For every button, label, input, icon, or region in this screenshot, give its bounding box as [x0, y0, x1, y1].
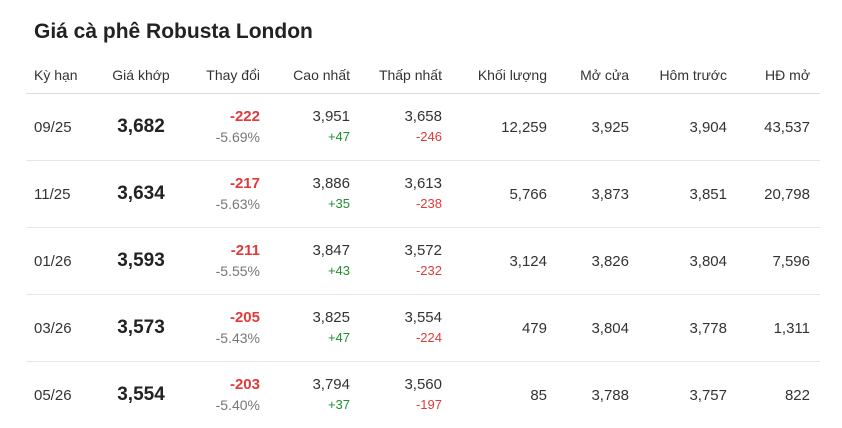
change-cell: -211-5.55%: [178, 228, 270, 295]
prev-cell: 3,757: [639, 362, 737, 428]
volume-cell: 85: [452, 362, 557, 428]
header-mo-cua: Mở cửa: [557, 57, 639, 94]
high-cell: 3,951+47: [270, 94, 360, 161]
volume-cell: 3,124: [452, 228, 557, 295]
open-cell: 3,788: [557, 362, 639, 428]
high-cell: 3,794+37: [270, 362, 360, 428]
volume-cell: 5,766: [452, 161, 557, 228]
header-hd-mo: HĐ mở: [737, 57, 820, 94]
open-cell: 3,826: [557, 228, 639, 295]
table-row: 09/25 3,682 -222-5.69% 3,951+47 3,658-24…: [26, 94, 820, 161]
low-change: -197: [360, 395, 442, 415]
header-gia-khop: Giá khớp: [104, 57, 178, 94]
high-value: 3,825: [270, 308, 350, 328]
open-cell: 3,873: [557, 161, 639, 228]
table-header-row: Kỳ hạn Giá khớp Thay đổi Cao nhất Thấp n…: [26, 57, 820, 94]
open-cell: 3,925: [557, 94, 639, 161]
low-cell: 3,554-224: [360, 295, 452, 362]
open-interest-cell: 43,537: [737, 94, 820, 161]
high-cell: 3,825+47: [270, 295, 360, 362]
open-interest-cell: 822: [737, 362, 820, 428]
high-change: +35: [270, 194, 350, 214]
header-hom-truoc: Hôm trước: [639, 57, 737, 94]
low-change: -224: [360, 328, 442, 348]
change-percent: -5.43%: [178, 328, 260, 348]
high-value: 3,886: [270, 174, 350, 194]
price-cell: 3,682: [104, 94, 178, 161]
low-cell: 3,658-246: [360, 94, 452, 161]
high-change: +47: [270, 328, 350, 348]
price-table: Kỳ hạn Giá khớp Thay đổi Cao nhất Thấp n…: [26, 57, 820, 428]
high-cell: 3,847+43: [270, 228, 360, 295]
table-row: 01/26 3,593 -211-5.55% 3,847+43 3,572-23…: [26, 228, 820, 295]
low-value: 3,560: [360, 375, 442, 395]
high-change: +37: [270, 395, 350, 415]
change-cell: -222-5.69%: [178, 94, 270, 161]
volume-cell: 12,259: [452, 94, 557, 161]
price-cell: 3,634: [104, 161, 178, 228]
change-value: -211: [178, 241, 260, 261]
header-ky-han: Kỳ hạn: [26, 57, 104, 94]
term-cell: 01/26: [26, 228, 104, 295]
header-thay-doi: Thay đổi: [178, 57, 270, 94]
low-change: -232: [360, 261, 442, 281]
prev-cell: 3,904: [639, 94, 737, 161]
page-title: Giá cà phê Robusta London: [34, 20, 313, 44]
low-cell: 3,613-238: [360, 161, 452, 228]
change-value: -222: [178, 107, 260, 127]
header-thap-nhat: Thấp nhất: [360, 57, 452, 94]
high-cell: 3,886+35: [270, 161, 360, 228]
term-cell: 11/25: [26, 161, 104, 228]
high-value: 3,794: [270, 375, 350, 395]
high-value: 3,847: [270, 241, 350, 261]
price-cell: 3,573: [104, 295, 178, 362]
high-change: +47: [270, 127, 350, 147]
change-value: -203: [178, 375, 260, 395]
change-value: -217: [178, 174, 260, 194]
volume-cell: 479: [452, 295, 557, 362]
low-change: -238: [360, 194, 442, 214]
low-cell: 3,572-232: [360, 228, 452, 295]
prev-cell: 3,851: [639, 161, 737, 228]
open-interest-cell: 20,798: [737, 161, 820, 228]
table-row: 11/25 3,634 -217-5.63% 3,886+35 3,613-23…: [26, 161, 820, 228]
price-cell: 3,593: [104, 228, 178, 295]
high-change: +43: [270, 261, 350, 281]
term-cell: 05/26: [26, 362, 104, 428]
prev-cell: 3,804: [639, 228, 737, 295]
change-percent: -5.63%: [178, 194, 260, 214]
change-cell: -205-5.43%: [178, 295, 270, 362]
term-cell: 09/25: [26, 94, 104, 161]
open-interest-cell: 7,596: [737, 228, 820, 295]
low-value: 3,554: [360, 308, 442, 328]
change-cell: -217-5.63%: [178, 161, 270, 228]
high-value: 3,951: [270, 107, 350, 127]
term-cell: 03/26: [26, 295, 104, 362]
low-value: 3,613: [360, 174, 442, 194]
change-percent: -5.40%: [178, 395, 260, 415]
low-value: 3,658: [360, 107, 442, 127]
price-cell: 3,554: [104, 362, 178, 428]
change-value: -205: [178, 308, 260, 328]
header-khoi-luong: Khối lượng: [452, 57, 557, 94]
open-interest-cell: 1,311: [737, 295, 820, 362]
low-value: 3,572: [360, 241, 442, 261]
prev-cell: 3,778: [639, 295, 737, 362]
open-cell: 3,804: [557, 295, 639, 362]
low-cell: 3,560-197: [360, 362, 452, 428]
change-percent: -5.69%: [178, 127, 260, 147]
table-row: 05/26 3,554 -203-5.40% 3,794+37 3,560-19…: [26, 362, 820, 428]
low-change: -246: [360, 127, 442, 147]
change-percent: -5.55%: [178, 261, 260, 281]
change-cell: -203-5.40%: [178, 362, 270, 428]
header-cao-nhat: Cao nhất: [270, 57, 360, 94]
table-row: 03/26 3,573 -205-5.43% 3,825+47 3,554-22…: [26, 295, 820, 362]
